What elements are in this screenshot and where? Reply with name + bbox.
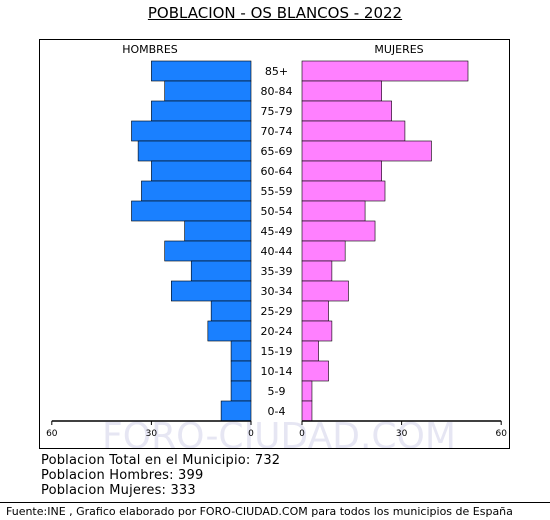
bar-mujeres-5-9 [301,380,313,402]
population-hombres: Poblacion Hombres: 399 [41,468,204,483]
x-tick-right-2: 60 [495,429,507,439]
bar-hombres-60-64 [151,160,252,182]
bar-hombres-80-84 [164,80,252,102]
bar-mujeres-40-44 [301,240,346,262]
bar-hombres-30-34 [171,280,252,302]
x-tick-left-0: 60 [46,429,58,439]
age-label-50-54: 50-54 [261,205,293,218]
population-total: Poblacion Total en el Municipio: 732 [41,453,281,468]
bar-hombres-20-24 [207,320,252,342]
bar-hombres-15-19 [230,340,252,362]
bar-mujeres-30-34 [301,280,349,302]
bar-hombres-70-74 [131,120,252,142]
age-label-30-34: 30-34 [261,285,293,298]
bar-mujeres-80-84 [301,80,382,102]
bar-mujeres-65-69 [301,140,432,162]
bar-hombres-65-69 [137,140,252,162]
bar-hombres-25-29 [210,300,252,322]
age-label-40-44: 40-44 [261,245,293,258]
bar-hombres-45-49 [184,220,252,242]
age-label-20-24: 20-24 [261,325,293,338]
bar-hombres-75-79 [151,100,252,122]
bar-mujeres-50-54 [301,200,366,222]
legend-hombres: HOMBRES [122,43,178,56]
source-credit: Fuente:INE , Grafico elaborado por FORO-… [6,505,513,518]
population-mujeres: Poblacion Mujeres: 333 [41,483,196,498]
chart-title: POBLACION - OS BLANCOS - 2022 [147,4,403,22]
bar-hombres-40-44 [164,240,252,262]
bar-mujeres-55-59 [301,180,386,202]
x-tick-right-1: 30 [396,429,408,439]
bar-mujeres-15-19 [301,340,319,362]
bar-mujeres-20-24 [301,320,333,342]
bar-hombres-0-4 [220,400,252,422]
x-tick-left-2: 0 [248,429,254,439]
age-label-10-14: 10-14 [261,365,293,378]
x-tick-left-1: 30 [146,429,158,439]
bar-mujeres-70-74 [301,120,406,142]
age-label-45-49: 45-49 [261,225,293,238]
bar-mujeres-0-4 [301,400,313,422]
bar-hombres-50-54 [131,200,252,222]
bar-mujeres-85+ [301,60,469,82]
age-label-80-84: 80-84 [261,85,293,98]
age-label-55-59: 55-59 [261,185,293,198]
age-label-85+: 85+ [265,65,288,78]
bar-mujeres-25-29 [301,300,329,322]
bar-mujeres-45-49 [301,220,376,242]
bar-mujeres-10-14 [301,360,329,382]
age-label-5-9: 5-9 [268,385,286,398]
bar-hombres-85+ [151,60,252,82]
bar-mujeres-60-64 [301,160,382,182]
age-label-0-4: 0-4 [268,405,286,418]
age-label-65-69: 65-69 [261,145,293,158]
age-label-70-74: 70-74 [261,125,293,138]
chart-frame: FORO-CIUDAD.COM 85+ 80-84 75-79 70-74 65-69 6… [39,39,510,449]
bar-hombres-55-59 [141,180,252,202]
population-pyramid: FORO-CIUDAD.COM 85+80-8475-7970-7465-696… [46,43,507,448]
age-label-75-79: 75-79 [261,105,293,118]
bar-mujeres-35-39 [301,260,333,282]
x-tick-right-0: 0 [299,429,305,439]
age-label-25-29: 25-29 [261,305,293,318]
age-label-15-19: 15-19 [261,345,293,358]
footer-divider [0,502,550,503]
age-label-35-39: 35-39 [261,265,293,278]
bar-mujeres-75-79 [301,100,392,122]
legend-mujeres: MUJERES [374,43,423,56]
bar-hombres-35-39 [190,260,252,282]
bar-hombres-5-9 [230,380,252,402]
age-label-60-64: 60-64 [261,165,293,178]
bar-hombres-10-14 [230,360,252,382]
